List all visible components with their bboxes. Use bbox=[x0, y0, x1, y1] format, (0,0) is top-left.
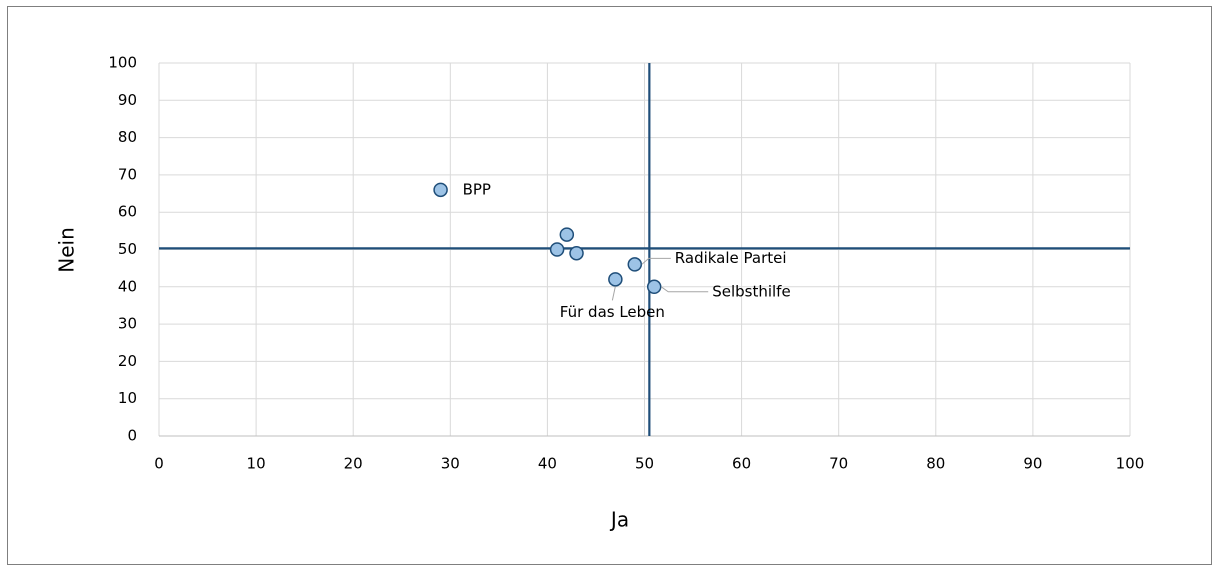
chart-frame bbox=[7, 6, 1212, 565]
y-tick-label: 70 bbox=[118, 165, 137, 183]
point-label: Selbsthilfe bbox=[712, 282, 791, 300]
x-tick-label: 40 bbox=[538, 455, 557, 473]
y-tick-label: 50 bbox=[118, 240, 137, 258]
y-tick-label: 20 bbox=[118, 352, 137, 370]
y-tick-label: 40 bbox=[118, 277, 137, 295]
point bbox=[627, 257, 643, 272]
point bbox=[646, 279, 662, 295]
y-tick-label: 60 bbox=[118, 203, 137, 221]
x-tick-label: 10 bbox=[247, 455, 266, 473]
y-tick-label: 0 bbox=[127, 427, 137, 445]
point bbox=[559, 227, 575, 242]
y-tick-label: 10 bbox=[118, 389, 137, 407]
leader-line bbox=[611, 286, 616, 301]
point-label: Radikale Partei bbox=[675, 249, 787, 267]
leader-line bbox=[641, 257, 671, 265]
x-tick-label: 50 bbox=[635, 455, 654, 473]
x-tick-label: 20 bbox=[344, 455, 363, 473]
point bbox=[569, 245, 584, 261]
point-label: BPP bbox=[463, 180, 491, 198]
x-tick-label: 0 bbox=[154, 455, 164, 473]
y-tick-label: 90 bbox=[118, 91, 137, 109]
x-tick-label: 60 bbox=[732, 455, 751, 473]
y-tick-label: 80 bbox=[118, 128, 137, 146]
x-tick-label: 30 bbox=[441, 455, 460, 473]
point bbox=[433, 182, 448, 198]
x-axis-title: Ja bbox=[609, 508, 629, 532]
y-tick-label: 100 bbox=[108, 54, 137, 72]
x-tick-label: 100 bbox=[1116, 455, 1145, 473]
x-tick-label: 80 bbox=[926, 455, 945, 473]
point bbox=[549, 242, 565, 257]
leader-line bbox=[660, 286, 709, 293]
point-label: Für das Leben bbox=[560, 303, 665, 321]
y-tick-label: 30 bbox=[118, 315, 137, 333]
x-tick-label: 90 bbox=[1023, 455, 1042, 473]
x-tick-label: 70 bbox=[829, 455, 848, 473]
point bbox=[608, 272, 623, 287]
y-axis-title: Nein bbox=[55, 227, 79, 273]
